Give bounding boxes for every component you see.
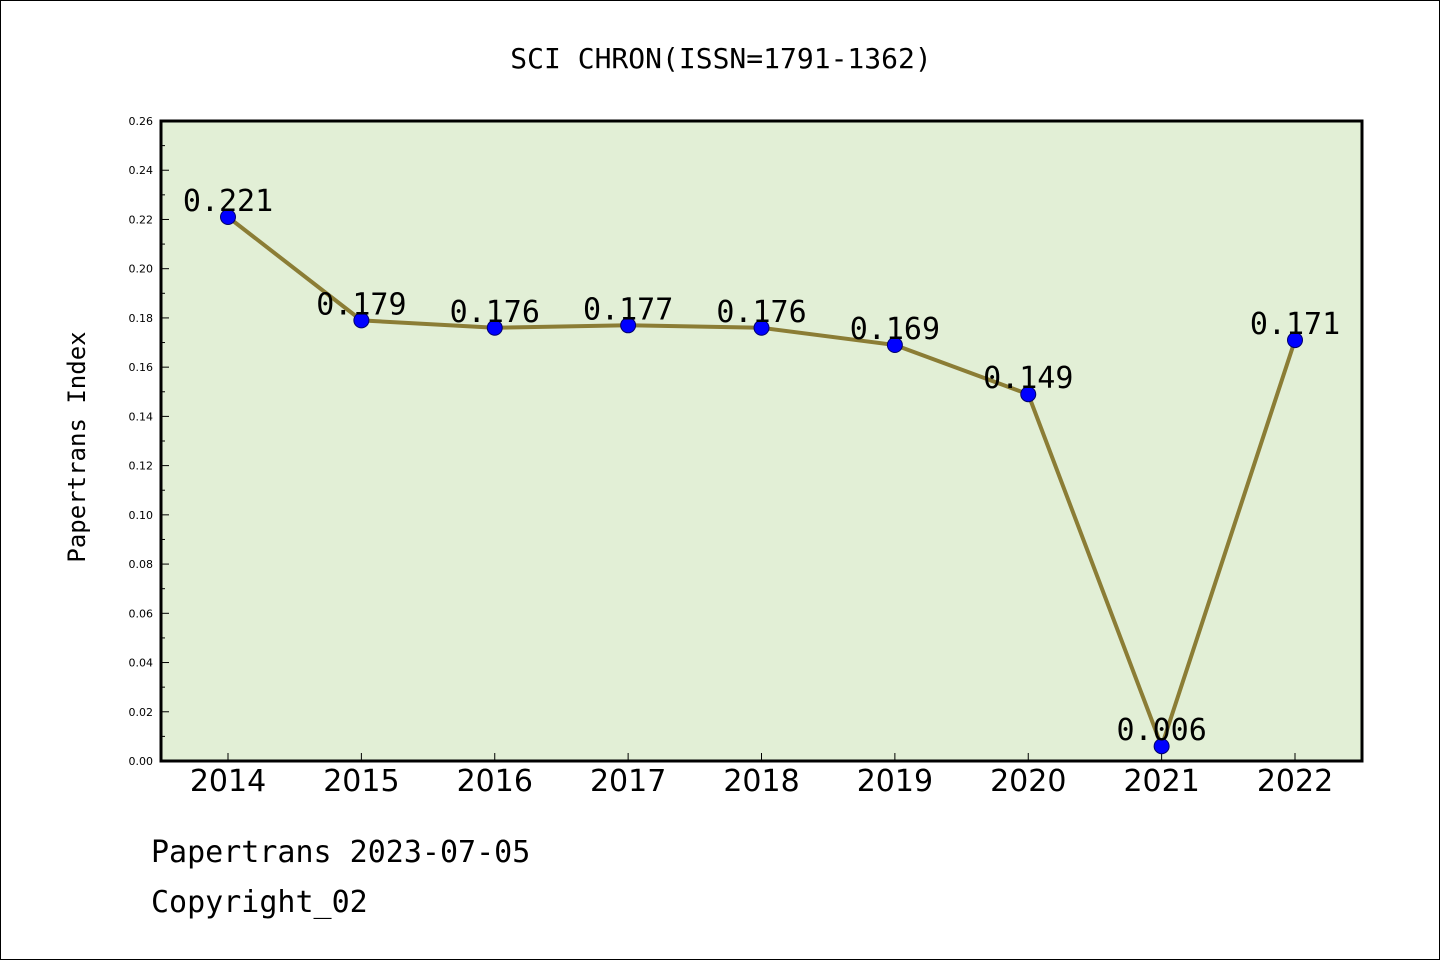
y-tick-label: 0.00 <box>129 755 154 768</box>
y-tick-label: 0.22 <box>129 213 154 226</box>
y-axis-label: Papertrans Index <box>63 331 91 562</box>
data-label: 0.179 <box>316 287 406 322</box>
data-point <box>886 337 903 353</box>
data-point <box>753 319 770 336</box>
data-point <box>1020 386 1037 403</box>
y-tick-label: 0.18 <box>129 312 154 325</box>
y-tick-label: 0.08 <box>129 558 154 571</box>
data-point <box>353 312 370 329</box>
data-labels: 0.221 0.179 0.176 0.177 0.176 0.169 0.149 0.006… <box>183 184 1340 748</box>
data-markers <box>220 209 1303 755</box>
data-point <box>1287 332 1303 349</box>
y-tick-label: 0.10 <box>129 509 154 522</box>
data-label: 0.171 <box>1250 307 1340 342</box>
data-point <box>220 209 236 225</box>
plot-area <box>161 121 1362 761</box>
axis-ticks: 0.00 0.02 0.04 0.06 0.08 0.10 0.12 0.14 0.16 0.18… <box>129 115 1334 799</box>
x-tick-label: 2015 <box>323 764 399 799</box>
x-tick-label: 2022 <box>1257 764 1333 799</box>
y-tick-label: 0.16 <box>129 361 154 374</box>
data-point <box>1153 738 1170 755</box>
y-tick-label: 0.06 <box>129 607 154 620</box>
x-tick-label: 2014 <box>190 764 266 799</box>
footer-source: Papertrans 2023-07-05 <box>151 835 531 870</box>
y-tick-label: 0.24 <box>129 164 154 177</box>
data-label: 0.176 <box>450 295 540 330</box>
data-point <box>486 319 503 336</box>
data-label: 0.169 <box>850 312 940 347</box>
data-point <box>620 317 637 334</box>
y-tick-label: 0.14 <box>129 410 154 423</box>
y-tick-label: 0.20 <box>129 263 154 276</box>
y-tick-label: 0.02 <box>129 706 154 719</box>
x-tick-label: 2016 <box>457 764 533 799</box>
data-label: 0.221 <box>183 184 273 219</box>
plot-border <box>159 119 1364 763</box>
y-tick-label: 0.26 <box>129 115 154 128</box>
data-label: 0.176 <box>716 295 806 330</box>
footer-copyright: Copyright_02 <box>151 885 368 920</box>
x-tick-label: 2021 <box>1123 764 1199 799</box>
x-tick-label: 2018 <box>723 764 799 799</box>
x-tick-label: 2017 <box>590 764 666 799</box>
y-tick-label: 0.12 <box>129 460 154 473</box>
data-label: 0.149 <box>983 361 1073 396</box>
x-tick-label: 2020 <box>990 764 1066 799</box>
data-label: 0.177 <box>583 292 673 327</box>
chart-title: SCI CHRON(ISSN=1791-1362) <box>510 42 931 75</box>
x-tick-label: 2019 <box>857 764 933 799</box>
y-tick-label: 0.04 <box>129 657 154 670</box>
data-label: 0.006 <box>1116 713 1206 748</box>
